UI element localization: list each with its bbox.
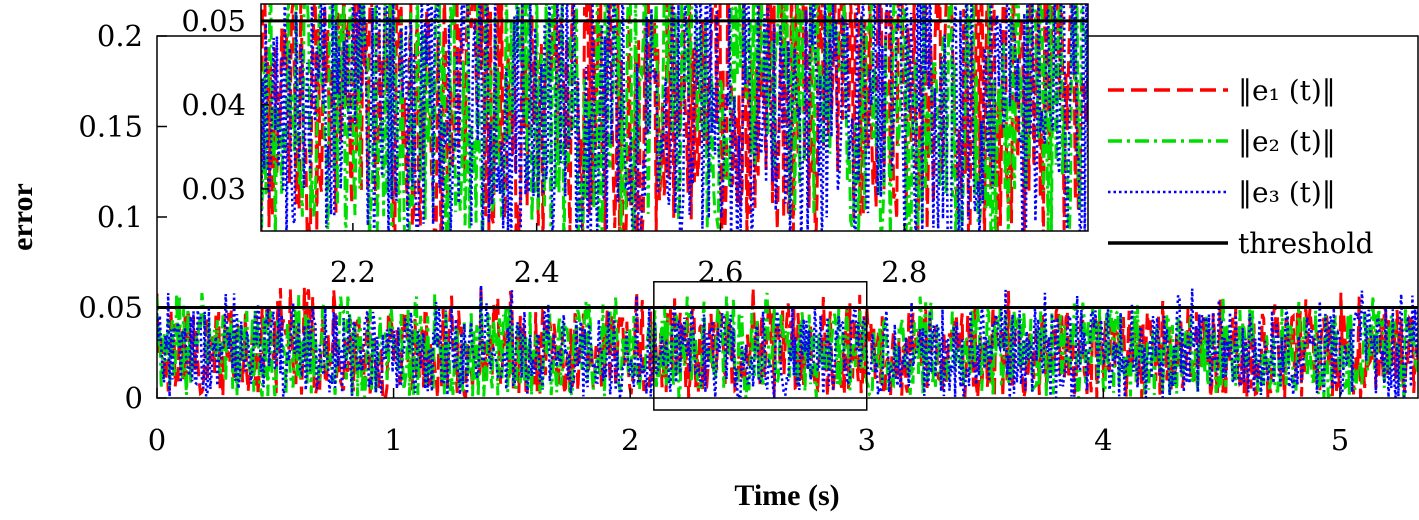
x-tick-label: 0 xyxy=(148,423,166,457)
inset-x-tick-label: 2.2 xyxy=(330,255,376,289)
inset-y-tick-label: 0.03 xyxy=(181,172,246,206)
y-tick-label: 0.15 xyxy=(78,110,143,144)
legend-background xyxy=(1098,66,1416,262)
y-tick-label: 0.05 xyxy=(78,291,143,325)
inset-plot-data xyxy=(261,4,1088,231)
x-tick-label: 5 xyxy=(1331,423,1349,457)
inset-axis-ticks: 2.2 2.4 2.6 2.8 0.03 0.04 0.05 xyxy=(181,4,927,289)
series-line-3 xyxy=(157,285,1418,398)
y-tick-label: 0.2 xyxy=(97,19,143,53)
main-plot-data xyxy=(157,285,1418,398)
inset-y-tick-label: 0.04 xyxy=(181,88,246,122)
x-tick-label: 3 xyxy=(858,423,876,457)
inset-x-tick-label: 2.4 xyxy=(514,255,560,289)
x-tick-label: 2 xyxy=(621,423,639,457)
main-axis-ticks: 0 1 2 3 4 5 0 0.05 0.1 0.15 0.2 xyxy=(78,19,1349,457)
inset-x-tick-label: 2.6 xyxy=(697,255,743,289)
legend-label-2: ‖e₂ (t)‖ xyxy=(1238,125,1336,158)
inset-series-line-3 xyxy=(261,4,1088,231)
legend-label-4: threshold xyxy=(1238,227,1373,260)
y-tick-label: 0 xyxy=(125,381,143,415)
inset-y-tick-label: 0.05 xyxy=(181,4,246,38)
inset-frame xyxy=(260,3,1089,232)
legend-label-3: ‖e₃ (t)‖ xyxy=(1238,176,1336,209)
x-tick-label: 1 xyxy=(384,423,402,457)
inset-series-line-1 xyxy=(261,4,1088,231)
legend-label-1: ‖e₁ (t)‖ xyxy=(1238,74,1336,107)
inset-x-tick-label: 2.8 xyxy=(881,255,927,289)
y-tick-label: 0.1 xyxy=(97,200,143,234)
zoom-region-box xyxy=(653,281,868,411)
y-axis-label: error xyxy=(6,183,39,251)
x-axis-label: Time (s) xyxy=(734,479,839,512)
x-tick-label: 4 xyxy=(1094,423,1112,457)
legend: ‖e₁ (t)‖ ‖e₂ (t)‖ ‖e₃ (t)‖ threshold xyxy=(1098,66,1416,262)
series-line-2 xyxy=(157,292,1418,398)
